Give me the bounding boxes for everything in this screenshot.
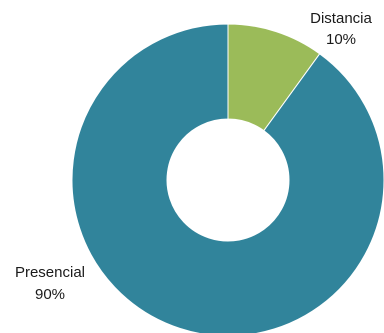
slice-presencial xyxy=(71,23,384,333)
label-distancia: Distancia 10% xyxy=(310,10,372,48)
label-distancia-name: Distancia xyxy=(310,10,372,27)
slices-group xyxy=(71,23,384,333)
label-presencial-name: Presencial xyxy=(15,264,85,281)
label-presencial: Presencial 90% xyxy=(15,264,85,303)
label-distancia-percent: 10% xyxy=(326,31,356,48)
label-presencial-percent: 90% xyxy=(35,286,65,303)
